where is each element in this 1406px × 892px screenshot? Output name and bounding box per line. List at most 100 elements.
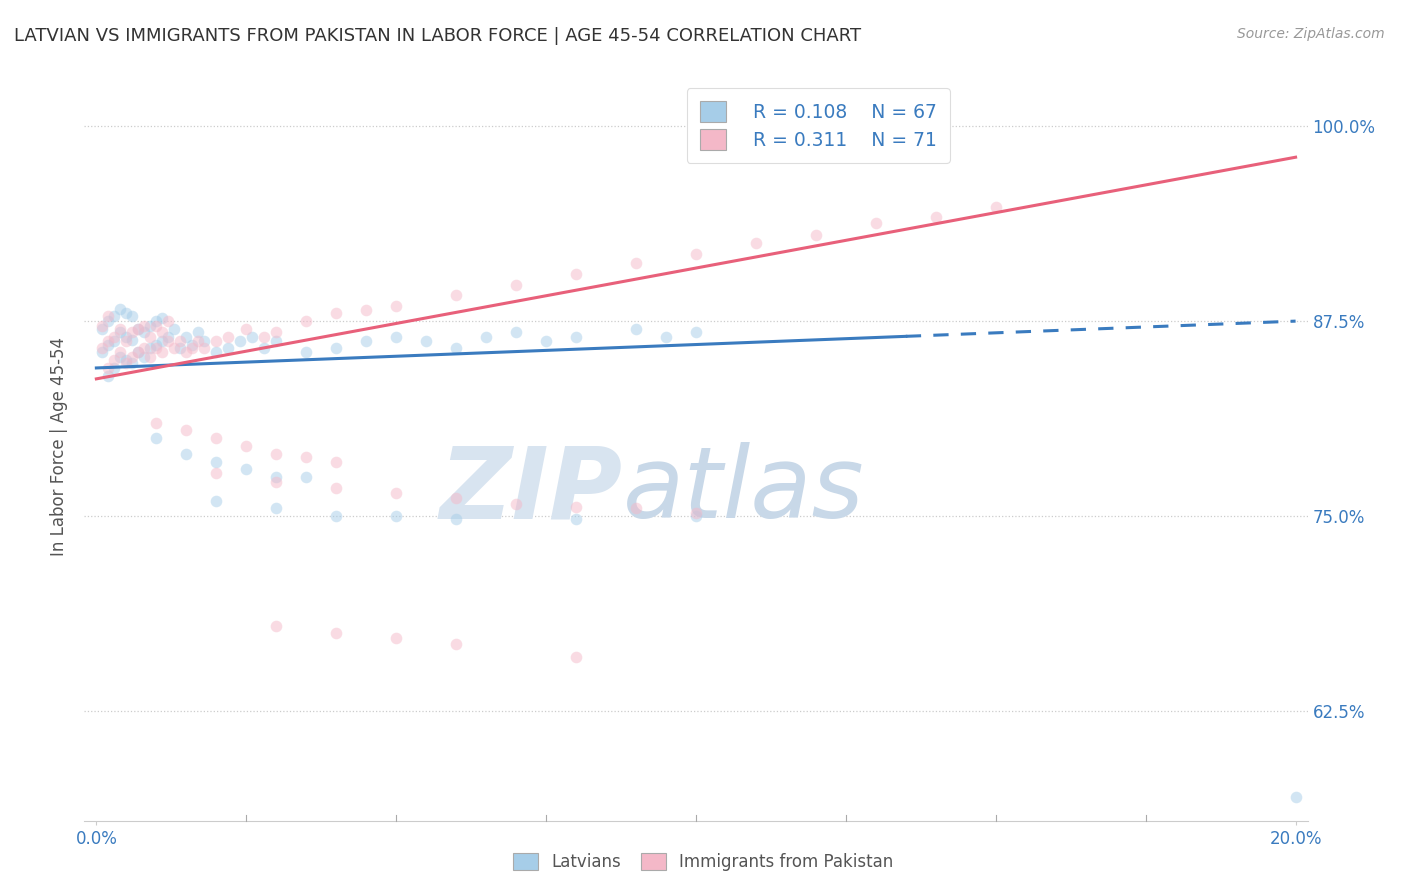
Point bbox=[157, 314, 180, 328]
Text: Source: ZipAtlas.com: Source: ZipAtlas.com bbox=[1237, 27, 1385, 41]
Point bbox=[295, 314, 318, 328]
Text: LATVIAN VS IMMIGRANTS FROM PAKISTAN IN LABOR FORCE | AGE 45-54 CORRELATION CHART: LATVIAN VS IMMIGRANTS FROM PAKISTAN IN L… bbox=[14, 27, 862, 45]
Point bbox=[174, 447, 197, 461]
Point bbox=[217, 329, 239, 343]
Point bbox=[253, 341, 276, 355]
Point bbox=[505, 278, 527, 293]
Point bbox=[110, 345, 132, 359]
Legend: Latvians, Immigrants from Pakistan: Latvians, Immigrants from Pakistan bbox=[505, 845, 901, 880]
Point bbox=[110, 325, 132, 339]
Point bbox=[121, 333, 143, 347]
Point bbox=[534, 334, 557, 349]
Point bbox=[565, 329, 588, 343]
Point bbox=[127, 322, 149, 336]
Point bbox=[163, 341, 186, 355]
Point bbox=[253, 329, 276, 343]
Point bbox=[103, 360, 125, 375]
Point bbox=[115, 329, 138, 343]
Point bbox=[115, 306, 138, 320]
Point bbox=[804, 228, 827, 243]
Point bbox=[240, 329, 263, 343]
Point bbox=[121, 310, 143, 324]
Point bbox=[354, 303, 377, 318]
Point bbox=[91, 318, 114, 333]
Point bbox=[565, 500, 588, 514]
Point bbox=[385, 298, 408, 312]
Point bbox=[169, 334, 191, 349]
Point bbox=[127, 345, 149, 359]
Point bbox=[264, 475, 287, 489]
Point bbox=[193, 341, 215, 355]
Point bbox=[624, 501, 647, 516]
Point bbox=[205, 454, 228, 468]
Point bbox=[475, 329, 498, 343]
Point bbox=[444, 512, 467, 526]
Point bbox=[134, 318, 156, 333]
Point bbox=[325, 454, 347, 468]
Point bbox=[134, 325, 156, 339]
Point bbox=[103, 310, 125, 324]
Point bbox=[205, 334, 228, 349]
Point bbox=[325, 481, 347, 495]
Point bbox=[181, 337, 204, 351]
Point bbox=[115, 334, 138, 349]
Point bbox=[97, 368, 120, 383]
Point bbox=[187, 325, 209, 339]
Point bbox=[505, 497, 527, 511]
Point bbox=[624, 256, 647, 270]
Point bbox=[925, 210, 948, 224]
Point bbox=[115, 356, 138, 370]
Point bbox=[134, 341, 156, 355]
Point bbox=[295, 450, 318, 464]
Point bbox=[174, 329, 197, 343]
Point bbox=[139, 350, 162, 364]
Point bbox=[1284, 790, 1306, 805]
Point bbox=[97, 360, 120, 375]
Point bbox=[205, 466, 228, 480]
Point bbox=[139, 329, 162, 343]
Point bbox=[685, 506, 707, 520]
Point bbox=[205, 431, 228, 445]
Point bbox=[181, 341, 204, 355]
Point bbox=[565, 267, 588, 281]
Point bbox=[565, 512, 588, 526]
Point bbox=[217, 341, 239, 355]
Point bbox=[685, 509, 707, 524]
Point bbox=[984, 200, 1007, 214]
Point bbox=[121, 325, 143, 339]
Point bbox=[145, 318, 167, 333]
Point bbox=[264, 447, 287, 461]
Point bbox=[264, 618, 287, 632]
Point bbox=[865, 216, 887, 230]
Point bbox=[145, 416, 167, 430]
Point bbox=[97, 310, 120, 324]
Point bbox=[91, 322, 114, 336]
Point bbox=[685, 247, 707, 261]
Point bbox=[444, 491, 467, 505]
Text: atlas: atlas bbox=[623, 442, 865, 540]
Point bbox=[444, 637, 467, 651]
Point bbox=[205, 493, 228, 508]
Point bbox=[685, 325, 707, 339]
Y-axis label: In Labor Force | Age 45-54: In Labor Force | Age 45-54 bbox=[51, 336, 69, 556]
Point bbox=[110, 350, 132, 364]
Point bbox=[624, 322, 647, 336]
Point bbox=[325, 306, 347, 320]
Point bbox=[139, 318, 162, 333]
Point bbox=[385, 485, 408, 500]
Text: ZIP: ZIP bbox=[440, 442, 623, 540]
Point bbox=[139, 341, 162, 355]
Point bbox=[235, 439, 257, 453]
Point bbox=[169, 341, 191, 355]
Point bbox=[229, 334, 252, 349]
Point bbox=[121, 356, 143, 370]
Point bbox=[145, 341, 167, 355]
Point bbox=[264, 470, 287, 484]
Point bbox=[235, 462, 257, 476]
Point bbox=[110, 322, 132, 336]
Point bbox=[150, 310, 173, 325]
Point bbox=[150, 325, 173, 339]
Point bbox=[145, 337, 167, 351]
Point bbox=[91, 345, 114, 359]
Point bbox=[505, 325, 527, 339]
